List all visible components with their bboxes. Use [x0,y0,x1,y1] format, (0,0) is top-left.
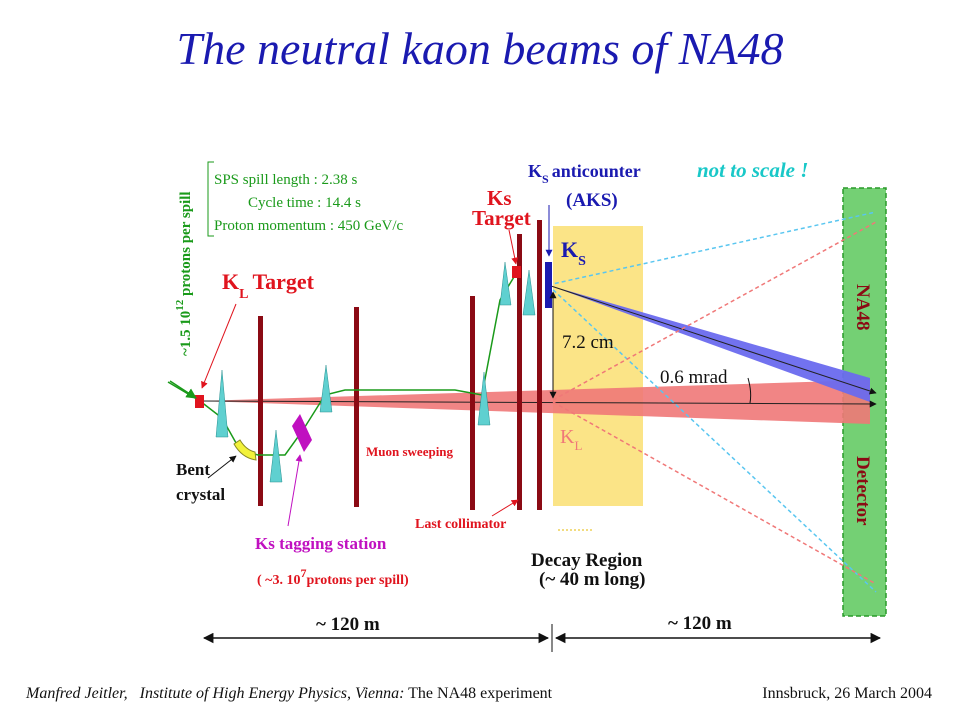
ks-beam [548,285,870,402]
distance-left-label: ~ 120 m [316,614,380,635]
ks-acceptance-down [547,284,877,593]
separation-label: 7.2 cm [562,332,614,353]
footer-credits: Manfred Jeitler, Institute of High Energ… [26,685,552,703]
aks-abbr-label: (AKS) [566,190,618,211]
kl-acceptance-up [552,221,877,401]
bent-crystal-label-line2: crystal [176,485,225,504]
ks-target-label-line1: Ks [487,186,512,210]
decay-region-label-line2: (~ 40 m long) [539,569,645,590]
ks-target-marker [512,266,521,278]
spill-info-bracket [207,161,214,237]
bent-crystal-shape [233,439,257,461]
kl-beam-label: KL [560,426,582,453]
cycle-time-label: Cycle time : 14.4 s [248,195,361,211]
aks-counter [545,262,552,308]
quadrupole [319,364,333,413]
magnet-bar [354,307,359,507]
tagging-station-label: Ks tagging station [255,534,387,553]
quadrupole [269,429,283,483]
bent-crystal-label-line1: Bent [176,460,210,479]
angle-arc [747,377,752,404]
last-collimator-label: Last collimator [415,517,506,532]
protons-kl-label: ~1.5 1012 protons per spill [174,191,194,356]
decay-region-box [553,226,643,506]
quadrupole [477,371,491,426]
tagging-station-shape [292,414,312,452]
not-to-scale-label: not to scale ! [697,158,808,182]
kl-target-arrow [201,303,237,389]
magnet-bar [537,220,542,510]
kl-target-marker [195,395,204,408]
proton-momentum-label: Proton momentum : 450 GeV/c [214,218,403,234]
page-title: The neutral kaon beams of NA48 [176,23,784,74]
quadrupole [499,261,512,306]
muon-sweeping-label: Muon sweeping [366,444,454,459]
footer-institute: Institute of High Energy Physics, Vienna… [139,685,405,702]
ks-acceptance-up [547,211,877,286]
magnet-bar [258,316,263,506]
distance-right-label: ~ 120 m [668,613,732,634]
footer-venue: Innsbruck, 26 March 2004 [762,685,932,702]
detector-bottom-label: Detector [852,456,873,526]
tagging-station-arrow [287,454,303,527]
aks-label: KS anticounter [528,161,641,186]
footer-author: Manfred Jeitler, [26,685,128,702]
ks-beam-axis [547,284,877,395]
angle-label: 0.6 mrad [660,367,728,388]
magnet-bar [517,234,522,510]
spill-length-label: SPS spill length : 2.38 s [214,172,358,188]
quadrupole [215,369,229,438]
magnet-bar [470,296,475,510]
ks-beam-label: KS [561,237,586,269]
bent-crystal-arrow [207,455,237,479]
kl-acceptance-down [552,401,877,585]
footer-talk: The NA48 experiment [408,685,553,702]
proton-input-arrow [169,380,197,399]
decay-region-label-line1: Decay Region [531,550,643,571]
detector-top-label: NA48 [852,284,873,330]
ks-target-label-line2: Target [472,206,531,230]
last-collimator-arrow [491,499,519,517]
ks-target-arrow [508,229,519,265]
quadrupole [522,269,536,316]
kl-target-label: KLTarget [222,269,315,302]
protons-ks-label: ( ~3. 107protons per spill) [257,566,409,588]
